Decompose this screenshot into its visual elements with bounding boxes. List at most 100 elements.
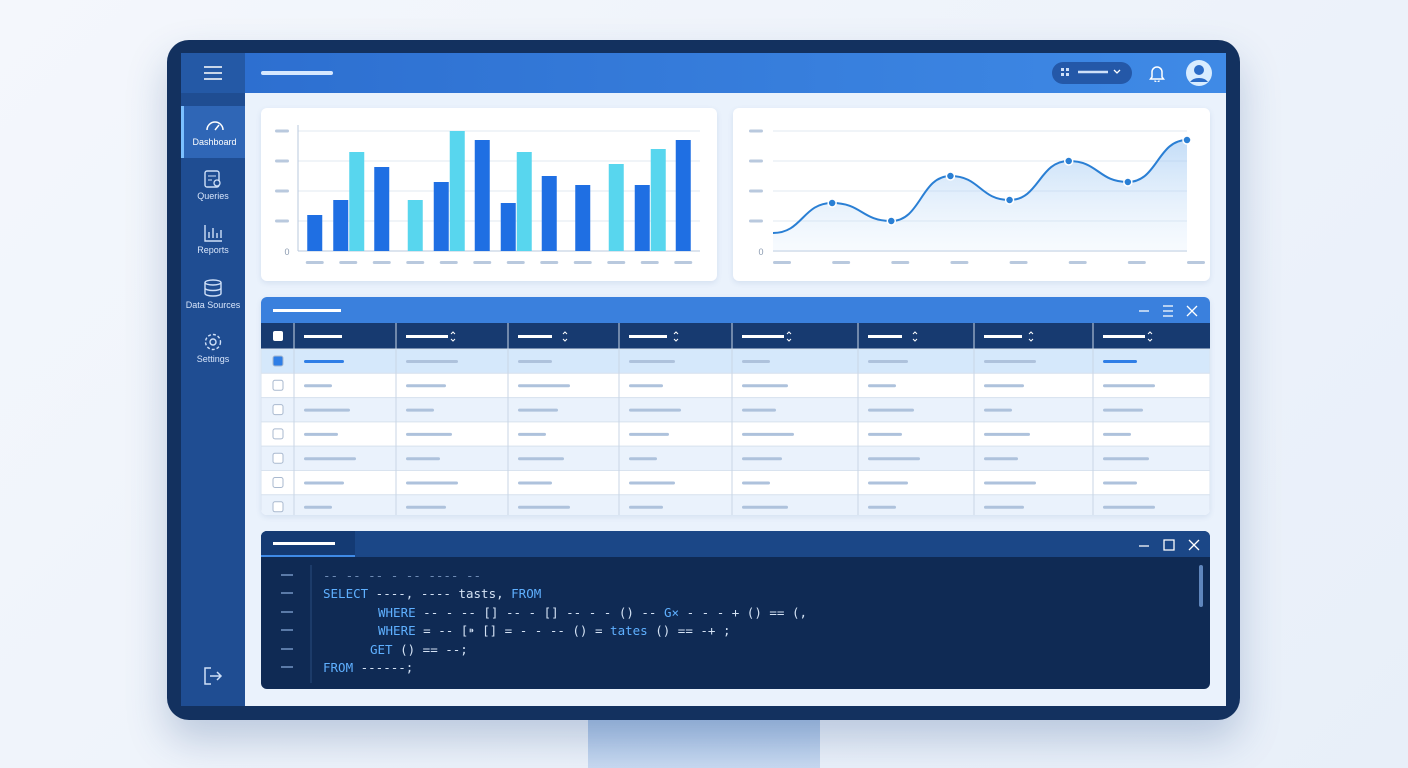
- header-placeholder: [304, 335, 342, 338]
- header-placeholder: [984, 335, 1022, 338]
- cell-placeholder: [984, 408, 1012, 412]
- bar: [307, 215, 323, 251]
- table-grid: [261, 297, 1210, 515]
- sort-icon: [450, 331, 456, 342]
- bar: [650, 149, 666, 251]
- row-checkbox[interactable]: [272, 477, 284, 488]
- cell-placeholder: [868, 505, 896, 509]
- tick-placeholder: [275, 159, 289, 163]
- tab-placeholder: [273, 542, 335, 545]
- icon: [204, 333, 222, 351]
- cell-placeholder: [518, 505, 570, 509]
- cell-placeholder: [742, 457, 782, 461]
- cell-placeholder: [304, 457, 356, 461]
- x-tick-placeholder: [573, 261, 592, 264]
- nav-item[interactable]: Queries: [181, 160, 245, 212]
- cell-placeholder: [518, 457, 564, 461]
- code-line: WHERE -- - -- [] -- - [] -- - - () -- G×…: [378, 605, 807, 620]
- avatar[interactable]: [1185, 59, 1213, 87]
- cell-placeholder: [629, 408, 681, 412]
- header-checkbox[interactable]: [273, 331, 283, 341]
- cell-placeholder: [406, 481, 458, 485]
- sort-icon: [786, 331, 792, 342]
- cell-placeholder: [518, 481, 552, 485]
- tick-placeholder: [749, 129, 763, 133]
- code-token: FROM: [511, 586, 542, 601]
- logout-icon[interactable]: [203, 667, 223, 685]
- x-tick-placeholder: [473, 261, 492, 264]
- nav-item[interactable]: Reports: [181, 214, 245, 266]
- cell-placeholder: [406, 505, 446, 509]
- row-checkbox[interactable]: [272, 452, 284, 464]
- code-token: WHERE: [378, 623, 416, 638]
- nav-label: Queries: [197, 191, 229, 201]
- cell-placeholder: [629, 457, 657, 461]
- cell-placeholder: [304, 432, 338, 436]
- cell-placeholder: [629, 360, 675, 363]
- cell-placeholder: [304, 481, 344, 485]
- cell-placeholder: [518, 408, 558, 412]
- editor-gutter: [281, 565, 1203, 683]
- code-line: GET () == --;: [370, 642, 468, 657]
- row-checkbox[interactable]: [272, 428, 284, 440]
- row-checkbox[interactable]: [272, 404, 284, 416]
- cell-placeholder: [984, 432, 1030, 436]
- code-token: ------;: [353, 660, 414, 675]
- row-checkbox[interactable]: [272, 379, 284, 391]
- cell-placeholder: [1103, 505, 1155, 509]
- nav-item[interactable]: Data Sources: [181, 269, 245, 321]
- cell-placeholder: [629, 505, 663, 509]
- cell-placeholder: [742, 384, 788, 388]
- icon: [204, 170, 221, 188]
- workspace-switcher[interactable]: [1052, 62, 1132, 84]
- code-line: SELECT ----, ---- tasts, FROM: [323, 586, 541, 601]
- cell-placeholder: [1103, 457, 1149, 461]
- bar: [675, 140, 691, 251]
- sort-icon: [562, 331, 568, 342]
- x-tick-placeholder: [607, 261, 626, 264]
- header-placeholder: [868, 335, 902, 338]
- x-tick-placeholder: [406, 261, 425, 264]
- x-tick-placeholder: [674, 261, 693, 264]
- header-placeholder: [406, 335, 448, 338]
- code-token: -- -- -- - -- ---- --: [323, 568, 482, 583]
- icon: [205, 121, 224, 131]
- cell-placeholder: [406, 457, 440, 461]
- point: [886, 216, 897, 226]
- bar: [634, 185, 650, 251]
- bar: [541, 176, 557, 251]
- bell-icon[interactable]: [1148, 64, 1166, 82]
- row-checkbox[interactable]: [272, 355, 284, 367]
- x-tick-placeholder: [950, 261, 969, 264]
- x-tick-placeholder: [506, 261, 525, 264]
- x-tick-placeholder: [1187, 261, 1205, 264]
- cell-placeholder: [742, 408, 776, 412]
- cell-placeholder: [984, 481, 1036, 485]
- code-token: -- - -- [] -- - [] -- - - () --: [415, 605, 664, 620]
- cell-placeholder: [406, 384, 446, 388]
- row-checkbox[interactable]: [272, 501, 284, 513]
- nav-item[interactable]: Dashboard: [181, 106, 245, 158]
- tick-placeholder: [275, 219, 289, 223]
- table-row: [261, 494, 1210, 515]
- point: [945, 171, 956, 181]
- tick-placeholder: [749, 189, 763, 193]
- title-placeholder: [273, 309, 341, 312]
- window-controls[interactable]: [1138, 538, 1204, 552]
- cell-placeholder: [304, 408, 350, 412]
- bar: [374, 167, 390, 251]
- icon: [204, 225, 222, 242]
- code-token: ----, ---- tasts,: [368, 586, 512, 601]
- code-token: = -- [⁍ [] = - - -- () =: [415, 623, 611, 638]
- bar: [349, 152, 365, 251]
- menu-button[interactable]: [181, 53, 245, 93]
- bar: [608, 164, 624, 251]
- x-tick-placeholder: [832, 261, 851, 264]
- code-token: GET: [370, 642, 393, 657]
- nav-item[interactable]: Settings: [181, 323, 245, 375]
- bar: [516, 152, 532, 251]
- y-tick-label: 0: [284, 247, 289, 257]
- cell-placeholder: [629, 481, 675, 485]
- point: [1063, 156, 1074, 166]
